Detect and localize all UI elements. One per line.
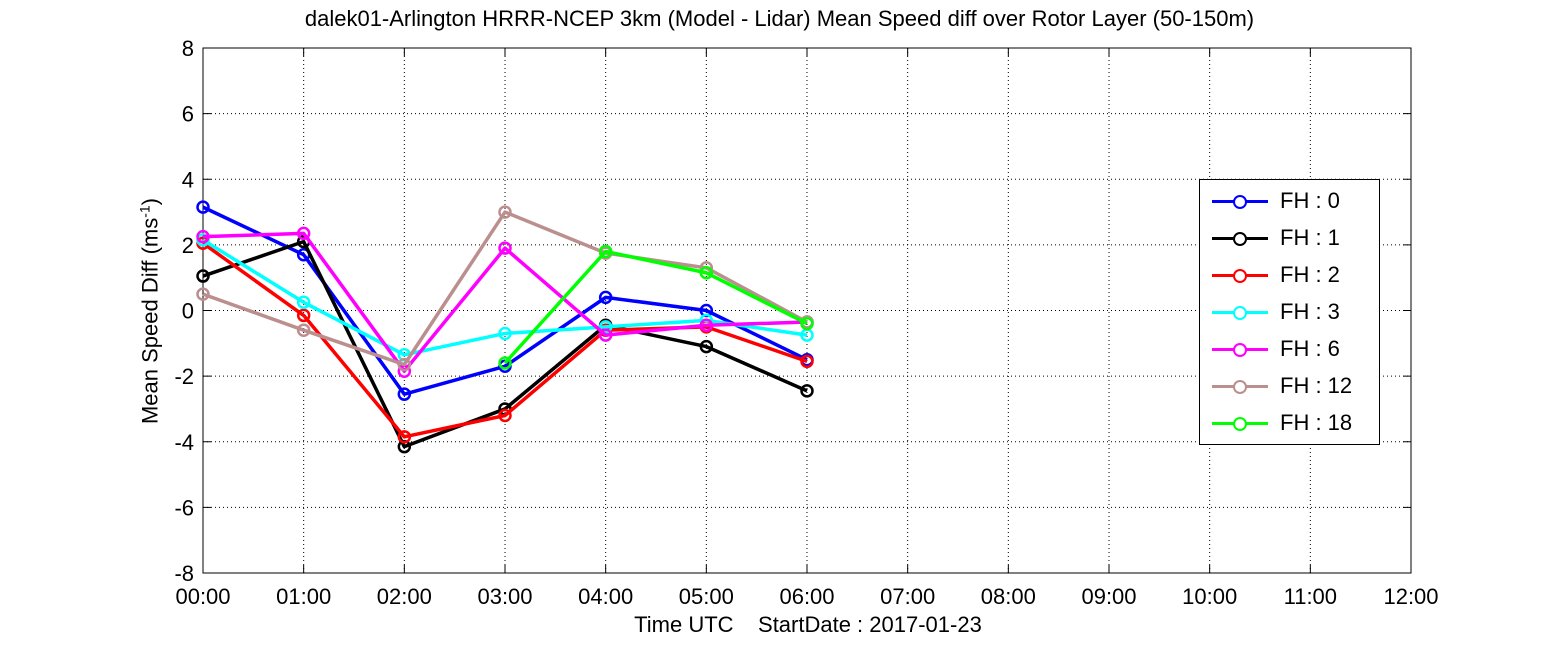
data-point bbox=[397, 387, 412, 401]
legend-item: FH : 6 bbox=[1200, 331, 1381, 367]
legend-item: FH : 0 bbox=[1200, 183, 1381, 219]
data-point bbox=[196, 200, 210, 214]
grid bbox=[203, 48, 1411, 573]
legend: FH : 0 FH : 1 FH : 2 FH : 3 FH : 6 FH : 12 FH … bbox=[1199, 179, 1380, 445]
data-point bbox=[498, 205, 512, 219]
data-point bbox=[699, 266, 714, 280]
x-tick-label: 03:00 bbox=[477, 584, 532, 609]
data-point bbox=[498, 326, 512, 341]
legend-label: FH : 6 bbox=[1280, 336, 1340, 361]
legend-marker-icon bbox=[1233, 417, 1247, 431]
data-point bbox=[598, 290, 613, 305]
data-point bbox=[598, 244, 613, 259]
data-point bbox=[598, 320, 613, 334]
legend-label: FH : 0 bbox=[1280, 188, 1340, 213]
legend-label: FH : 2 bbox=[1280, 262, 1340, 287]
x-tick-label: 06:00 bbox=[779, 584, 834, 609]
y-tick-label: 4 bbox=[182, 167, 194, 192]
legend-marker-icon bbox=[1233, 232, 1247, 246]
y-tick-label: 8 bbox=[182, 36, 194, 61]
x-tick-label: 01:00 bbox=[276, 584, 331, 609]
y-tick-label: -6 bbox=[174, 495, 194, 520]
axes: 00:00 01:00 02:00 03:00 04:00 05:00 06:00 07:00… bbox=[174, 36, 1438, 609]
legend-item: FH : 1 bbox=[1200, 220, 1381, 256]
x-tick-label: 12:00 bbox=[1383, 584, 1438, 609]
data-point bbox=[800, 354, 814, 369]
data-point bbox=[196, 269, 210, 283]
legend-label: FH : 1 bbox=[1280, 225, 1340, 250]
y-tick-label: 2 bbox=[182, 233, 194, 258]
data-point bbox=[296, 295, 311, 310]
x-tick-label: 04:00 bbox=[578, 584, 633, 609]
x-tick-label: 00:00 bbox=[175, 584, 230, 609]
series-group bbox=[196, 200, 814, 454]
data-point bbox=[397, 357, 412, 372]
legend-marker-icon bbox=[1233, 195, 1247, 209]
chart-title: dalek01-Arlington HRRR-NCEP 3km (Model -… bbox=[304, 6, 1255, 31]
data-point bbox=[397, 430, 412, 444]
x-tick-label: 11:00 bbox=[1284, 584, 1337, 609]
x-axis-label: Time UTC StartDate : 2017-01-23 bbox=[634, 612, 982, 637]
data-point bbox=[800, 316, 814, 331]
y-tick-label: -8 bbox=[174, 561, 194, 586]
legend-item: FH : 12 bbox=[1200, 368, 1381, 404]
legend-label: FH : 12 bbox=[1280, 373, 1353, 398]
legend-item: FH : 18 bbox=[1200, 405, 1381, 441]
data-point bbox=[296, 323, 311, 337]
data-point bbox=[498, 241, 512, 255]
y-axis-label-close: ) bbox=[137, 197, 163, 206]
y-axis-label-unit-exponent: -1 bbox=[136, 205, 153, 218]
data-point bbox=[800, 384, 814, 398]
y-tick-label: 6 bbox=[182, 102, 194, 127]
legend-label: FH : 3 bbox=[1280, 299, 1340, 324]
x-tick-label: 08:00 bbox=[981, 584, 1036, 609]
x-tick-label: 10:00 bbox=[1182, 584, 1237, 609]
legend-marker-icon bbox=[1233, 269, 1247, 283]
series-fh-18 bbox=[498, 244, 814, 370]
y-tick-label: 0 bbox=[182, 299, 194, 324]
legend-label: FH : 18 bbox=[1280, 410, 1353, 435]
data-point bbox=[196, 287, 210, 301]
legend-marker-icon bbox=[1233, 380, 1247, 394]
y-axis-label-text: Mean Speed Diff (ms bbox=[137, 217, 163, 425]
legend-marker-icon bbox=[1233, 306, 1247, 320]
series-line bbox=[202, 231, 808, 373]
x-tick-label: 07:00 bbox=[880, 584, 935, 609]
series-line bbox=[202, 238, 808, 357]
y-tick-label: -4 bbox=[174, 430, 194, 455]
series-line bbox=[202, 205, 808, 396]
x-tick-label: 02:00 bbox=[377, 584, 432, 609]
data-point bbox=[699, 318, 714, 333]
data-point bbox=[498, 408, 512, 423]
x-tick-label: 05:00 bbox=[679, 584, 734, 609]
data-point bbox=[296, 308, 311, 323]
legend-item: FH : 2 bbox=[1200, 257, 1381, 293]
y-axis-label: Mean Speed Diff (ms-1) bbox=[136, 198, 163, 424]
data-point bbox=[296, 226, 311, 241]
data-point bbox=[196, 229, 210, 244]
series-line bbox=[503, 249, 808, 365]
data-point bbox=[598, 328, 613, 342]
x-tick-label: 09:00 bbox=[1081, 584, 1136, 609]
legend-item: FH : 3 bbox=[1200, 294, 1381, 330]
y-tick-label: -2 bbox=[174, 364, 194, 389]
data-point bbox=[498, 356, 512, 370]
legend-marker-icon bbox=[1233, 343, 1247, 357]
data-point bbox=[699, 339, 714, 354]
